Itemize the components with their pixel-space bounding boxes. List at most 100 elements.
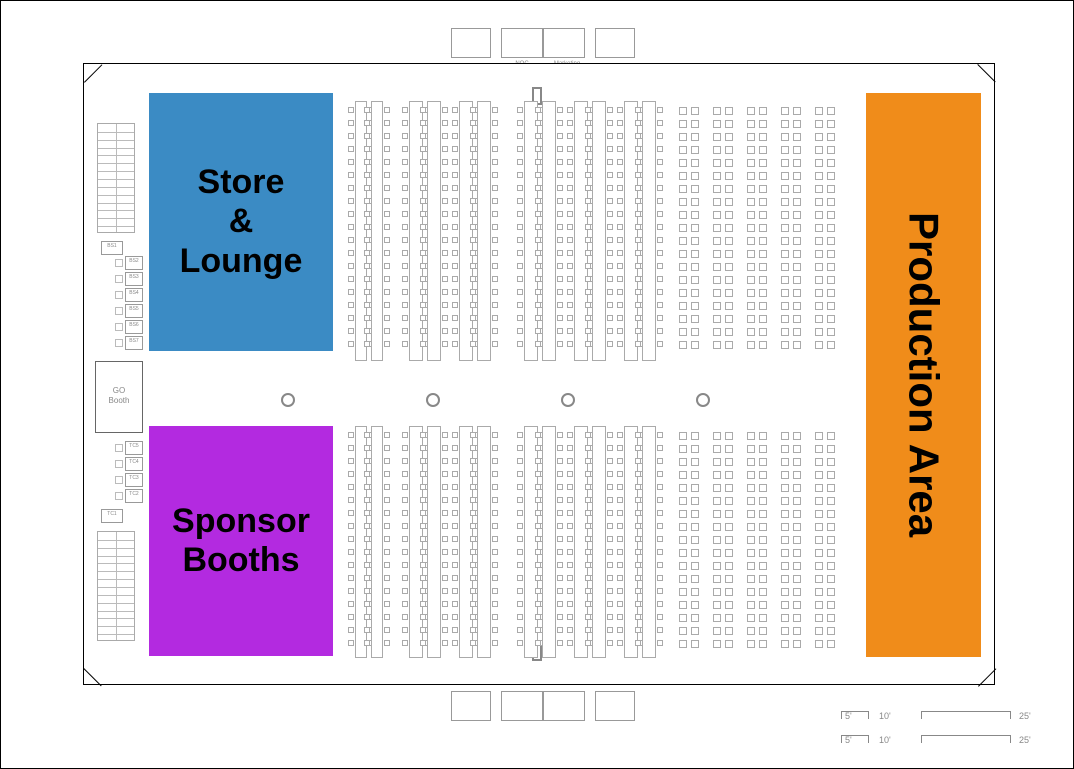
chair xyxy=(617,523,623,529)
chair xyxy=(827,250,835,258)
chair xyxy=(635,224,641,230)
chair xyxy=(492,484,498,490)
chair xyxy=(657,445,663,451)
chair xyxy=(607,120,613,126)
bottom-room-3 xyxy=(595,691,635,721)
chair xyxy=(607,471,613,477)
chair xyxy=(713,549,721,557)
chair xyxy=(470,562,476,568)
chair xyxy=(442,276,448,282)
chair xyxy=(713,484,721,492)
chair xyxy=(402,588,408,594)
chair xyxy=(442,302,448,308)
chair xyxy=(535,159,541,165)
chair xyxy=(452,640,458,646)
chair xyxy=(567,328,573,334)
chair xyxy=(781,289,789,297)
chair xyxy=(535,510,541,516)
chair xyxy=(535,458,541,464)
chair xyxy=(492,614,498,620)
chair xyxy=(442,536,448,542)
chair xyxy=(348,328,354,334)
chair xyxy=(759,497,767,505)
chair xyxy=(384,614,390,620)
chair xyxy=(470,341,476,347)
chair xyxy=(517,562,523,568)
chair xyxy=(384,640,390,646)
chair xyxy=(747,302,755,310)
chair xyxy=(442,484,448,490)
chair xyxy=(492,107,498,113)
chair xyxy=(793,510,801,518)
chair xyxy=(442,328,448,334)
chair xyxy=(657,211,663,217)
table-col-lower-5 xyxy=(477,426,491,658)
chair xyxy=(617,549,623,555)
chair xyxy=(402,224,408,230)
chair xyxy=(470,614,476,620)
chair xyxy=(585,159,591,165)
chair xyxy=(442,523,448,529)
chair xyxy=(364,237,370,243)
chair xyxy=(452,549,458,555)
chair xyxy=(635,536,641,542)
chair xyxy=(635,640,641,646)
chair xyxy=(827,484,835,492)
chair xyxy=(781,432,789,440)
chair xyxy=(635,445,641,451)
stairs-0 xyxy=(97,123,135,233)
chair xyxy=(470,471,476,477)
chair xyxy=(452,536,458,542)
chair xyxy=(635,471,641,477)
chair xyxy=(348,120,354,126)
chair xyxy=(517,172,523,178)
chair xyxy=(402,133,408,139)
chair xyxy=(607,497,613,503)
chair xyxy=(535,601,541,607)
chair xyxy=(691,185,699,193)
chair xyxy=(815,640,823,648)
chair xyxy=(470,172,476,178)
chair xyxy=(452,614,458,620)
chair xyxy=(691,523,699,531)
chair xyxy=(635,627,641,633)
chair xyxy=(691,601,699,609)
chair xyxy=(364,523,370,529)
chair xyxy=(617,458,623,464)
chair xyxy=(713,510,721,518)
chair xyxy=(452,458,458,464)
chair xyxy=(585,133,591,139)
chair xyxy=(657,263,663,269)
chair xyxy=(827,614,835,622)
chair xyxy=(470,510,476,516)
zone-store-lounge: Store & Lounge xyxy=(149,93,333,351)
side-booth-top-2: BS4 xyxy=(125,288,143,302)
chair xyxy=(364,471,370,477)
chair xyxy=(679,458,687,466)
chair xyxy=(747,510,755,518)
chair xyxy=(815,250,823,258)
chair xyxy=(567,302,573,308)
chair xyxy=(607,614,613,620)
chair xyxy=(348,627,354,633)
chair xyxy=(442,250,448,256)
chair xyxy=(442,471,448,477)
chair xyxy=(691,640,699,648)
chair xyxy=(442,224,448,230)
chair xyxy=(557,146,563,152)
chair xyxy=(635,146,641,152)
chair xyxy=(557,458,563,464)
scale-label-1-0: 5' xyxy=(845,735,852,745)
chair xyxy=(635,562,641,568)
chair xyxy=(470,198,476,204)
chair xyxy=(725,575,733,583)
pillar-2 xyxy=(561,393,575,407)
chair xyxy=(793,198,801,206)
chair xyxy=(713,159,721,167)
chair xyxy=(827,107,835,115)
chair xyxy=(691,471,699,479)
chair xyxy=(364,341,370,347)
chair xyxy=(384,601,390,607)
side-booth-bot-conn-2 xyxy=(115,476,123,484)
chair xyxy=(557,640,563,646)
